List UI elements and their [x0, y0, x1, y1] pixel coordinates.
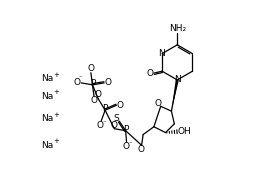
Text: Na: Na	[41, 114, 53, 123]
Text: P: P	[103, 104, 108, 113]
Text: +: +	[53, 112, 59, 118]
Text: Na: Na	[41, 141, 53, 150]
Text: O: O	[110, 121, 117, 130]
Text: O: O	[74, 78, 81, 87]
Text: O: O	[91, 96, 98, 105]
Text: Na: Na	[41, 74, 53, 83]
Text: N: N	[158, 49, 165, 58]
Text: S: S	[113, 114, 119, 123]
Text: ⁻: ⁻	[96, 96, 100, 101]
Text: O: O	[123, 142, 130, 151]
Text: Na: Na	[41, 92, 53, 101]
Text: O: O	[117, 101, 124, 110]
Text: O: O	[87, 64, 94, 73]
Text: O: O	[147, 69, 154, 78]
Text: +: +	[53, 138, 59, 144]
Text: ⁻: ⁻	[128, 142, 132, 147]
Text: P: P	[90, 79, 95, 88]
Text: NH₂: NH₂	[169, 24, 186, 33]
Text: O: O	[97, 121, 104, 130]
Text: N: N	[174, 75, 181, 84]
Text: +: +	[53, 72, 59, 78]
Text: O: O	[155, 99, 162, 108]
Text: O: O	[95, 90, 102, 99]
Text: OH: OH	[178, 127, 191, 136]
Polygon shape	[171, 80, 179, 111]
Text: P: P	[123, 125, 128, 134]
Text: O: O	[138, 145, 145, 154]
Text: ⁻: ⁻	[78, 76, 82, 82]
Text: +: +	[53, 89, 59, 95]
Text: O: O	[104, 78, 111, 87]
Text: ⁻: ⁻	[103, 120, 107, 126]
